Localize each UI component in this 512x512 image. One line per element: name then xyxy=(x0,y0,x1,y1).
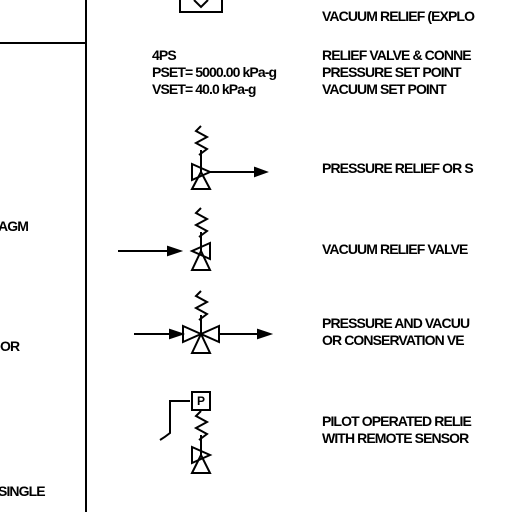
left-label-agm: AGM xyxy=(0,218,29,234)
pressure-relief-valve-icon xyxy=(190,125,269,190)
description-vacuum-relief-valve: VACUUM RELIEF VALVE xyxy=(322,241,468,257)
description-pilot-operated-line-1: PILOT OPERATED RELIE xyxy=(322,413,472,429)
pilot-box-label: P xyxy=(197,394,205,408)
description-pressure-set-point: PRESSURE SET POINT xyxy=(322,64,462,80)
left-label-or: OR xyxy=(0,338,20,354)
vacuum-relief-symbol-icon xyxy=(179,0,223,13)
description-vacuum-set-point: VACUUM SET POINT xyxy=(322,81,447,97)
tag-id: 4PS xyxy=(152,47,177,63)
vacuum-relief-valve-icon xyxy=(118,207,212,271)
description-pilot-operated-line-2: WITH REMOTE SENSOR xyxy=(322,430,469,446)
description-vacuum-relief-explosion: VACUUM RELIEF (EXPLO xyxy=(322,8,475,24)
pilot-operated-relief-valve-icon xyxy=(159,391,213,474)
description-pressure-vacuum-line-2: OR CONSERVATION VE xyxy=(322,332,465,348)
tag-pset: PSET= 5000.00 kPa-g xyxy=(152,64,277,80)
tag-vset: VSET= 40.0 kPa-g xyxy=(152,81,256,97)
description-relief-valve-connection: RELIEF VALVE & CONNE xyxy=(322,47,472,63)
pressure-vacuum-relief-valve-icon xyxy=(134,290,274,354)
description-pressure-vacuum-line-1: PRESSURE AND VACUU xyxy=(322,315,470,331)
description-pressure-relief: PRESSURE RELIEF OR S xyxy=(322,160,474,176)
left-label-single: SINGLE xyxy=(0,483,46,499)
